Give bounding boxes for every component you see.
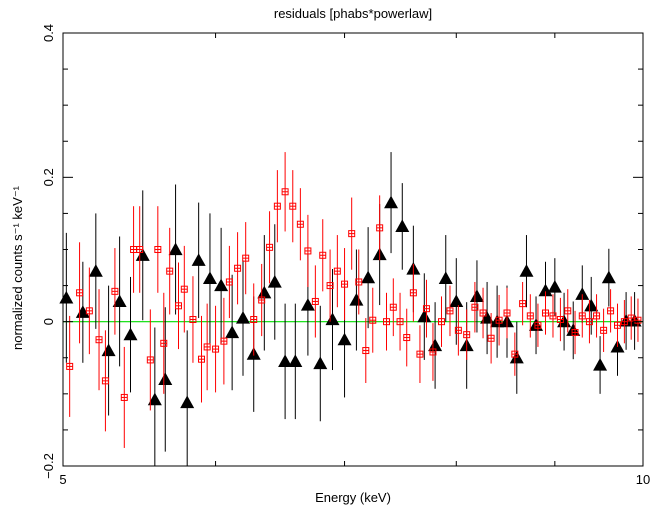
y-tick-label: 0.4 — [41, 24, 56, 42]
data-point-triangle — [601, 270, 616, 284]
data-point-triangle — [288, 354, 303, 367]
data-point-triangle — [538, 283, 553, 297]
data-point-triangle — [88, 264, 103, 277]
data-point-triangle — [225, 325, 240, 339]
data-point-triangle — [257, 285, 272, 299]
data-point-triangle — [575, 287, 590, 300]
data-point-triangle — [529, 318, 544, 331]
data-point-triangle — [101, 343, 116, 357]
y-tick-label: −0.2 — [41, 453, 56, 479]
axis-tick-labels: −0.2 0 0.2 0.4 5 10 — [41, 24, 650, 487]
y-tick-label: 0.2 — [41, 168, 56, 186]
data-point-triangle — [395, 219, 410, 233]
data-point-triangle — [349, 293, 364, 306]
data-point-triangle — [75, 305, 90, 318]
data-point-triangle — [313, 356, 328, 370]
series-group — [59, 152, 642, 466]
data-point-triangle — [428, 338, 443, 352]
x-tick-label: 10 — [636, 472, 650, 487]
data-point-triangle — [449, 294, 464, 308]
data-point-triangle — [180, 395, 195, 409]
data-point-triangle — [123, 327, 138, 341]
data-point-triangle — [469, 289, 484, 303]
data-point-triangle — [191, 253, 206, 266]
x-tick-label: 5 — [59, 472, 66, 487]
data-point-triangle — [593, 357, 608, 371]
chart-title: residuals [phabs*powerlaw] — [274, 6, 432, 21]
data-point-triangle — [278, 354, 293, 367]
data-point-triangle — [547, 280, 562, 293]
data-point-triangle — [480, 311, 495, 324]
data-point-triangle — [168, 242, 183, 256]
x-axis-label: Energy (keV) — [315, 490, 391, 505]
data-point-triangle — [214, 278, 229, 292]
data-point-triangle — [490, 314, 505, 328]
y-tick-label: 0 — [41, 318, 56, 325]
data-point-triangle — [112, 294, 127, 308]
data-point-triangle — [584, 298, 599, 312]
data-point-triangle — [59, 290, 74, 304]
data-point-triangle — [267, 274, 282, 288]
plot-frame — [62, 32, 644, 467]
data-point-triangle — [158, 372, 173, 385]
data-point-triangle — [325, 312, 340, 326]
data-point-triangle — [202, 271, 217, 284]
data-point-triangle — [417, 309, 432, 323]
data-point-triangle — [147, 392, 162, 406]
data-point-triangle — [438, 271, 453, 284]
data-point-triangle — [384, 195, 399, 209]
data-point-triangle — [337, 332, 352, 346]
data-point-triangle — [235, 311, 250, 324]
data-point-triangle — [519, 264, 534, 277]
y-axis-label: normalized counts s⁻¹ keV⁻¹ — [10, 185, 25, 350]
data-point-triangle — [300, 298, 315, 311]
data-point-triangle — [361, 270, 376, 284]
